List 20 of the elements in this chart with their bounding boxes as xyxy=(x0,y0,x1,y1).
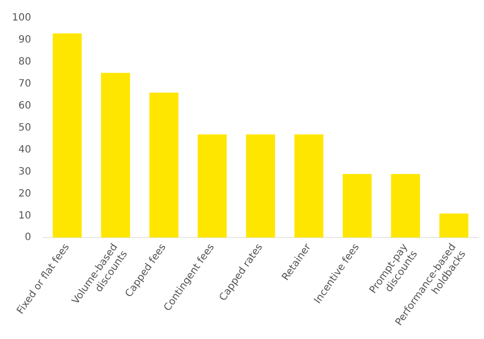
bar xyxy=(149,92,178,238)
bar xyxy=(52,33,82,238)
y-tick-label: 30 xyxy=(18,166,32,178)
y-tick-label: 60 xyxy=(18,100,32,112)
y-tick-label: 80 xyxy=(18,56,32,68)
y-tick-label: 70 xyxy=(18,78,32,90)
bar xyxy=(439,213,468,238)
y-tick-label: 50 xyxy=(18,122,32,134)
bar xyxy=(198,134,227,238)
bar xyxy=(101,72,130,238)
y-tick-label: 40 xyxy=(18,144,32,156)
y-tick-label: 90 xyxy=(18,34,32,46)
bar xyxy=(246,134,276,238)
y-tick-label: 100 xyxy=(12,12,32,24)
y-tick-label: 10 xyxy=(18,210,32,222)
y-tick-label: 0 xyxy=(24,232,32,244)
y-tick-label: 20 xyxy=(18,188,32,200)
bar xyxy=(342,174,372,238)
bar xyxy=(391,174,420,238)
bar xyxy=(294,134,324,238)
